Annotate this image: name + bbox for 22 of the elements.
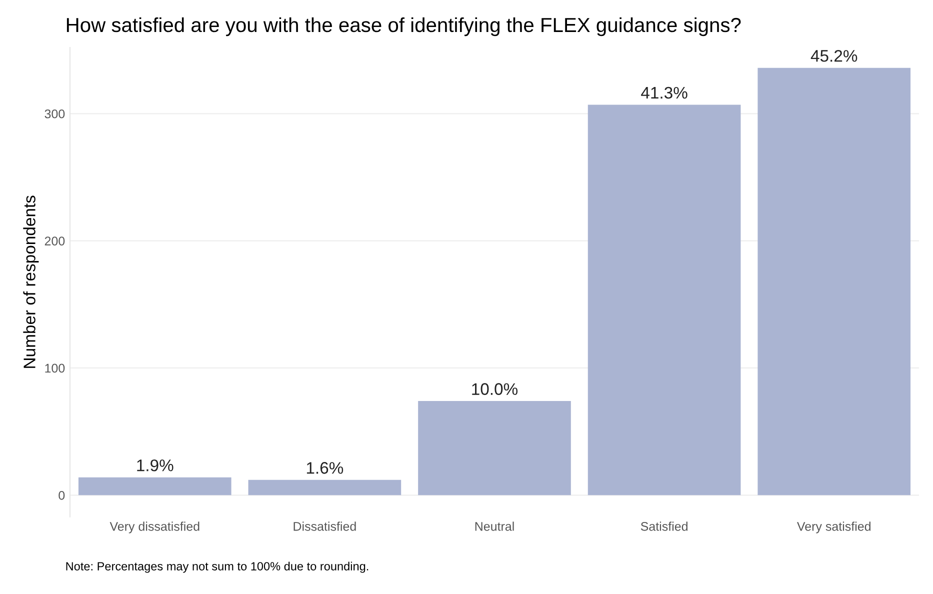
y-axis-title: Number of respondents: [23, 196, 39, 368]
bar: [758, 68, 911, 496]
x-tick-label: Very dissatisfied: [110, 522, 200, 534]
text: Note: Percentages may not sum to 100% due to rounding.: [66, 562, 368, 573]
bar: [588, 104, 741, 496]
y-tick-label: 0: [58, 490, 65, 500]
annotation: 45.2%: [810, 50, 858, 62]
y-tick-label: 200: [44, 236, 65, 246]
bar: [418, 401, 571, 496]
x-tick-label: Very satisfied: [796, 522, 870, 534]
annotation: 10.0%: [472, 383, 518, 395]
bar: [248, 480, 402, 496]
annotation: 1.6%: [306, 462, 344, 474]
y-tick-label: 300: [44, 109, 65, 118]
x-tick-label: Neutral: [475, 522, 514, 531]
chart-title: How satisfied are you with the ease of identifying the FLEX guidance signs?: [66, 17, 741, 36]
x-tick-label: Satisfied: [640, 522, 688, 531]
annotation: 1.9%: [137, 459, 174, 472]
annotation: 41.3%: [641, 86, 688, 99]
x-tick-label: Dissatisfied: [294, 522, 356, 531]
y-tick-label: 100: [45, 364, 65, 373]
bar: [78, 477, 232, 496]
